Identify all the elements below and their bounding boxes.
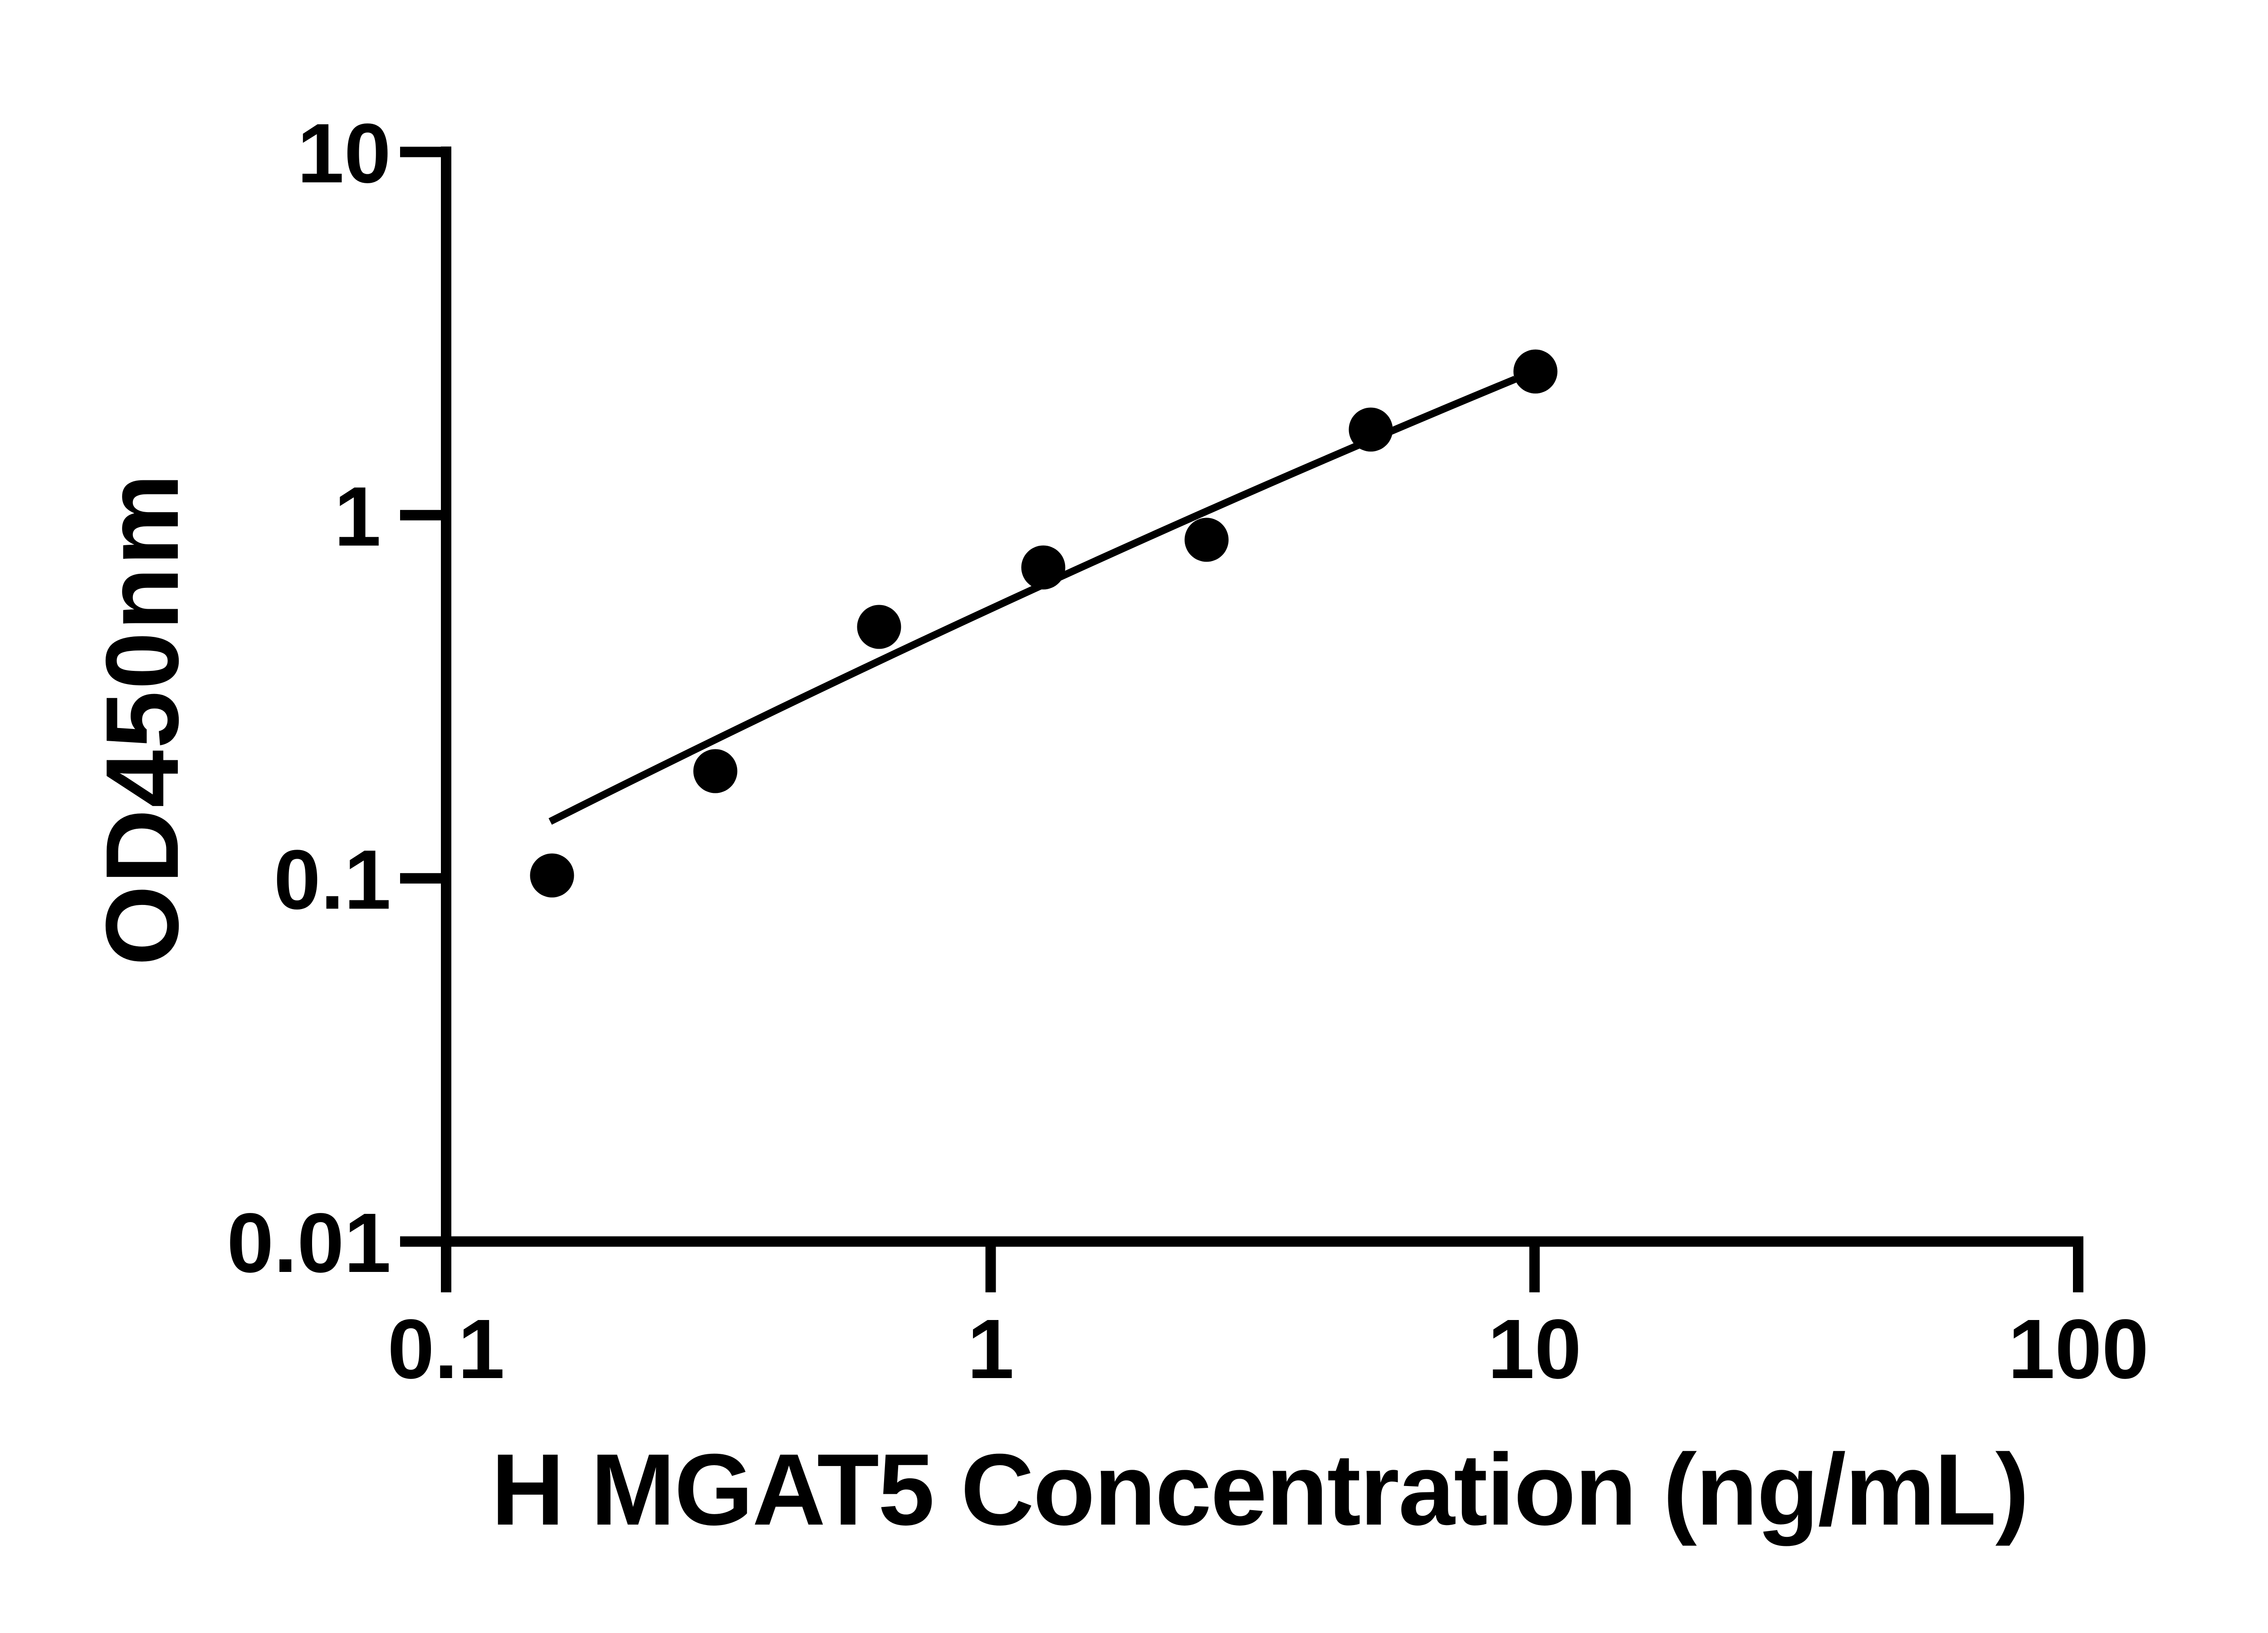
- svg-text:OD450nm: OD450nm: [85, 472, 200, 966]
- svg-text:10: 10: [1488, 1302, 1582, 1396]
- svg-text:0.1: 0.1: [387, 1302, 505, 1396]
- svg-text:10: 10: [297, 107, 391, 200]
- svg-text:1: 1: [334, 470, 381, 564]
- svg-text:0.01: 0.01: [227, 1196, 391, 1290]
- svg-text:H MGAT5 Concentration (ng/mL): H MGAT5 Concentration (ng/mL): [491, 1433, 2028, 1546]
- svg-text:0.1: 0.1: [274, 833, 391, 927]
- svg-text:100: 100: [2008, 1302, 2149, 1396]
- svg-text:1: 1: [967, 1302, 1014, 1396]
